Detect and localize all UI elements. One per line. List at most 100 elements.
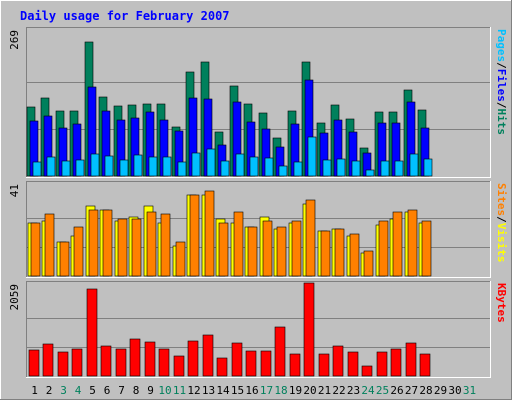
bar-kbytes-day-21 bbox=[318, 353, 330, 377]
bar-sites-day-7 bbox=[117, 218, 128, 277]
bar-sites-day-23 bbox=[349, 233, 360, 277]
bar-pages-day-24 bbox=[365, 169, 375, 177]
bar-pages-day-12 bbox=[191, 152, 201, 177]
bar-sites-day-8 bbox=[131, 218, 142, 277]
day-label-13: 13 bbox=[202, 384, 215, 397]
day-label-28: 28 bbox=[419, 384, 432, 397]
day-label-31: 31 bbox=[463, 384, 476, 397]
bar-pages-day-2 bbox=[46, 156, 56, 177]
bar-kbytes-day-15 bbox=[231, 342, 243, 377]
bar-pages-day-6 bbox=[104, 155, 114, 177]
bar-sites-day-15 bbox=[233, 211, 244, 277]
day-label-22: 22 bbox=[332, 384, 345, 397]
bar-sites-day-19 bbox=[291, 220, 302, 277]
bar-kbytes-day-16 bbox=[245, 350, 257, 377]
day-label-14: 14 bbox=[216, 384, 230, 397]
bar-sites-day-22 bbox=[334, 228, 345, 277]
bar-kbytes-day-27 bbox=[405, 342, 417, 377]
bar-sites-day-18 bbox=[276, 226, 287, 277]
top-max-label: 269 bbox=[8, 30, 21, 50]
bar-sites-day-17 bbox=[262, 220, 273, 277]
legend-files: Files bbox=[495, 69, 508, 102]
bar-kbytes-day-5 bbox=[86, 288, 98, 377]
day-label-4: 4 bbox=[75, 384, 82, 397]
bar-sites-day-5 bbox=[88, 209, 99, 277]
bar-pages-day-9 bbox=[148, 156, 158, 177]
day-label-17: 17 bbox=[260, 384, 273, 397]
bar-kbytes-day-22 bbox=[332, 345, 344, 377]
legend-pages: Pages bbox=[495, 29, 508, 62]
bar-kbytes-day-18 bbox=[274, 326, 286, 377]
bar-sites-day-28 bbox=[421, 220, 432, 277]
bar-sites-day-11 bbox=[175, 241, 186, 277]
bar-kbytes-day-8 bbox=[129, 338, 141, 377]
bar-pages-day-28 bbox=[423, 158, 433, 177]
bottom-max-label: 2059 bbox=[8, 284, 21, 311]
bar-sites-day-20 bbox=[305, 199, 316, 277]
legend-sites: Sites bbox=[495, 183, 508, 216]
bar-sites-day-6 bbox=[102, 209, 113, 277]
bar-pages-day-25 bbox=[380, 160, 390, 177]
day-label-5: 5 bbox=[89, 384, 96, 397]
top-legend: Pages/Files/Hits bbox=[495, 29, 508, 135]
bar-sites-day-21 bbox=[320, 230, 331, 277]
bar-kbytes-day-17 bbox=[260, 350, 272, 377]
bar-pages-day-3 bbox=[61, 160, 71, 177]
bar-pages-day-4 bbox=[75, 159, 85, 177]
bar-kbytes-day-3 bbox=[57, 351, 69, 377]
bar-pages-day-23 bbox=[351, 160, 361, 177]
day-label-8: 8 bbox=[133, 384, 140, 397]
legend-visits: Visits bbox=[495, 223, 508, 263]
day-label-21: 21 bbox=[318, 384, 331, 397]
day-label-25: 25 bbox=[376, 384, 389, 397]
bar-pages-day-18 bbox=[278, 165, 288, 177]
day-label-2: 2 bbox=[46, 384, 53, 397]
bar-pages-day-1 bbox=[32, 161, 42, 177]
bar-pages-day-16 bbox=[249, 156, 259, 177]
day-label-16: 16 bbox=[245, 384, 258, 397]
bar-pages-day-19 bbox=[293, 161, 303, 177]
bar-sites-day-1 bbox=[30, 222, 41, 277]
bar-kbytes-day-10 bbox=[158, 348, 170, 377]
bar-kbytes-day-26 bbox=[390, 348, 402, 377]
bar-pages-day-21 bbox=[322, 159, 332, 177]
bar-kbytes-day-20 bbox=[303, 282, 315, 377]
bar-kbytes-day-23 bbox=[347, 351, 359, 377]
bar-sites-day-12 bbox=[189, 194, 200, 277]
bar-sites-day-26 bbox=[392, 211, 403, 277]
bar-sites-day-13 bbox=[204, 190, 215, 277]
bar-pages-day-27 bbox=[409, 153, 419, 177]
bar-sites-day-3 bbox=[59, 241, 70, 277]
day-label-15: 15 bbox=[231, 384, 244, 397]
bar-sites-day-10 bbox=[160, 213, 171, 277]
bar-kbytes-day-12 bbox=[187, 340, 199, 377]
bar-sites-day-4 bbox=[73, 226, 84, 277]
bar-pages-day-14 bbox=[220, 160, 230, 177]
bar-pages-day-22 bbox=[336, 158, 346, 177]
day-label-12: 12 bbox=[187, 384, 200, 397]
day-label-20: 20 bbox=[303, 384, 316, 397]
mid-legend: Sites/Visits bbox=[495, 183, 508, 263]
bar-kbytes-day-14 bbox=[216, 357, 228, 377]
bar-sites-day-9 bbox=[146, 211, 157, 277]
day-label-11: 11 bbox=[173, 384, 186, 397]
day-label-3: 3 bbox=[60, 384, 67, 397]
day-label-30: 30 bbox=[448, 384, 461, 397]
bar-sites-day-25 bbox=[378, 220, 389, 277]
bar-sites-day-14 bbox=[218, 222, 229, 277]
bar-sites-day-27 bbox=[407, 209, 418, 277]
day-label-1: 1 bbox=[31, 384, 38, 397]
day-label-26: 26 bbox=[390, 384, 403, 397]
bar-kbytes-day-19 bbox=[289, 353, 301, 377]
bar-pages-day-20 bbox=[307, 136, 317, 177]
bar-sites-day-16 bbox=[247, 226, 258, 277]
bar-kbytes-day-2 bbox=[42, 343, 54, 377]
day-label-23: 23 bbox=[347, 384, 360, 397]
bar-kbytes-day-28 bbox=[419, 353, 431, 377]
bar-kbytes-day-11 bbox=[173, 355, 185, 377]
bar-kbytes-day-25 bbox=[376, 351, 388, 377]
day-label-9: 9 bbox=[147, 384, 154, 397]
legend-kbytes: KBytes bbox=[495, 283, 508, 323]
